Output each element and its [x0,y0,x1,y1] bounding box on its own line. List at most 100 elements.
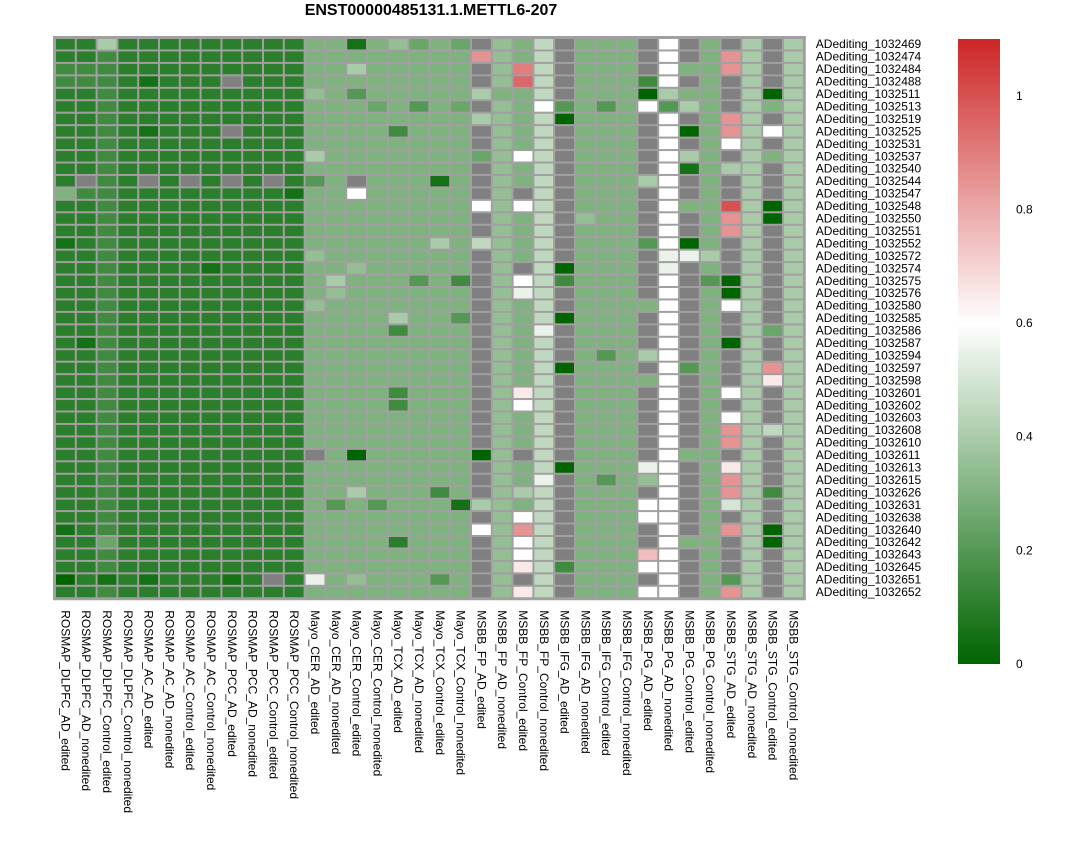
heatmap-cell [118,188,138,199]
heatmap-cell [430,275,450,286]
heatmap-cell [430,288,450,299]
heatmap-cell [284,238,304,249]
heatmap-cell [56,337,75,349]
heatmap-cell [243,400,262,411]
heatmap-cell [534,437,554,448]
heatmap-cell [160,163,179,174]
heatmap-cell [264,449,283,461]
heatmap-cell [638,275,658,286]
heatmap-cell [388,101,408,112]
row-label: ADediting_1032574 [816,261,922,275]
heatmap-cell [180,238,200,249]
heatmap-cell [784,375,803,386]
heatmap-cell [222,474,242,486]
row-label: ADediting_1032488 [816,75,922,89]
heatmap-cell [638,449,658,461]
heatmap-cell [680,51,699,62]
heatmap-cell [492,312,512,324]
heatmap-cell [326,474,346,486]
heatmap-cell [451,200,470,212]
heatmap-cell [451,51,470,62]
heatmap-cell [555,524,574,535]
heatmap-cell [180,126,200,137]
heatmap-cell [222,537,242,548]
heatmap-cell [680,437,699,448]
heatmap-cell [700,412,720,423]
heatmap-cell [576,512,595,523]
heatmap-cell [97,487,117,498]
heatmap-cell [139,238,158,249]
heatmap-cell [76,76,96,87]
heatmap-cell [243,76,262,87]
heatmap-cell [388,537,408,548]
heatmap-cell [222,113,242,125]
heatmap-cell [388,474,408,486]
heatmap-cell [576,524,595,535]
heatmap-cell [243,549,262,560]
heatmap-cell [492,63,512,75]
heatmap-cell [784,250,803,262]
heatmap-cell [700,288,720,299]
heatmap-cell [76,312,96,324]
heatmap-cell [576,263,595,274]
heatmap-cell [264,499,283,511]
heatmap-cell [139,263,158,274]
heatmap-cell [472,39,491,50]
heatmap-cell [680,88,699,100]
heatmap-cell [347,400,366,411]
heatmap-cell [617,238,637,249]
heatmap-cell [784,101,803,112]
heatmap-cell [264,437,283,448]
heatmap-cell [742,499,762,511]
heatmap-cell [56,175,75,187]
heatmap-cell [659,88,678,100]
heatmap-cell [700,113,720,125]
heatmap-cell [76,362,96,374]
heatmap-cell [284,412,304,423]
heatmap-cell [596,63,616,75]
heatmap-cell [513,163,533,174]
heatmap-cell [118,449,138,461]
heatmap-cell [409,312,429,324]
heatmap-cell [617,263,637,274]
heatmap-cell [721,387,741,399]
heatmap-cell [326,300,346,311]
heatmap-cell [243,561,262,573]
heatmap-cell [368,449,387,461]
heatmap-cell [305,51,325,62]
heatmap-cell [680,586,699,598]
heatmap-cell [368,499,387,511]
heatmap-cell [222,300,242,311]
heatmap-cell [638,263,658,274]
heatmap-cell [97,51,117,62]
heatmap-cell [180,524,200,535]
heatmap-cell [617,362,637,374]
heatmap-cell [763,437,782,448]
heatmap-cell [368,101,387,112]
heatmap-cell [430,225,450,237]
heatmap-cell [305,537,325,548]
heatmap-cell [326,288,346,299]
heatmap-cell [513,412,533,423]
heatmap-cell [492,39,512,50]
heatmap-cell [784,574,803,585]
heatmap-cell [243,200,262,212]
heatmap-cell [368,412,387,423]
heatmap-cell [180,113,200,125]
heatmap-cell [763,225,782,237]
heatmap-cell [617,424,637,436]
heatmap-cell [721,412,741,423]
heatmap-cell [680,151,699,162]
heatmap-cell [784,213,803,224]
heatmap-cell [492,337,512,349]
heatmap-cell [596,424,616,436]
heatmap-cell [451,151,470,162]
heatmap-cell [56,449,75,461]
heatmap-cell [534,175,554,187]
heatmap-cell [97,238,117,249]
heatmap-cell [576,288,595,299]
heatmap-cell [763,537,782,548]
heatmap-cell [492,88,512,100]
heatmap-cell [305,151,325,162]
heatmap-cell [534,549,554,560]
